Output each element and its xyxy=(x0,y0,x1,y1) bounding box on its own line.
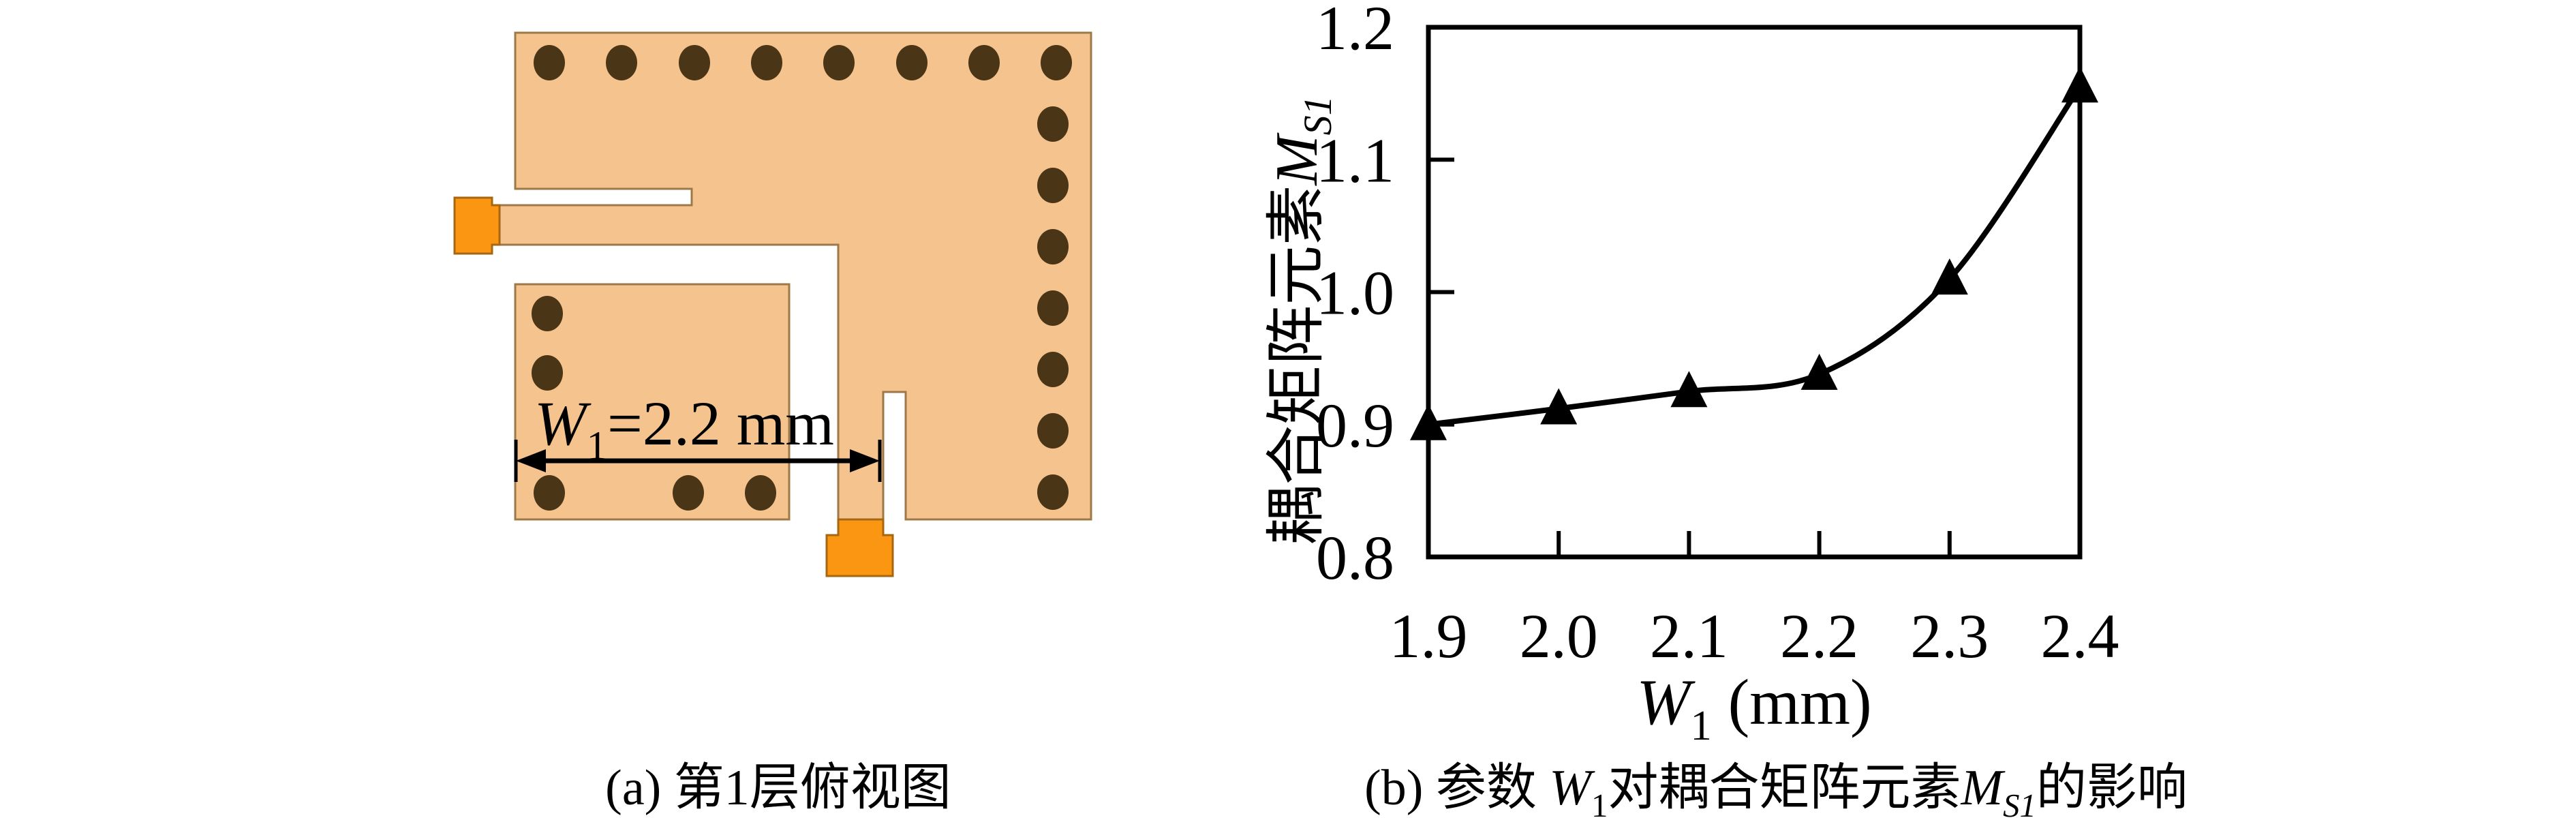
via-hole xyxy=(968,45,1000,80)
label-part: M xyxy=(1264,132,1330,187)
data-point-marker xyxy=(1670,371,1708,408)
dimension-label: W1=2.2 mm xyxy=(534,389,834,469)
via-hole xyxy=(1037,474,1069,510)
via-hole xyxy=(823,45,855,80)
via-holes-group xyxy=(532,45,1072,511)
via-hole xyxy=(606,45,637,80)
via-hole xyxy=(745,475,776,511)
via-hole xyxy=(1037,229,1069,264)
via-hole xyxy=(532,355,563,391)
x-tick-label: 1.9 xyxy=(1390,601,1468,671)
x-tick-label: 2.3 xyxy=(1910,601,1989,671)
via-hole xyxy=(1037,168,1069,203)
x-axis-label: W1 (mm) xyxy=(1636,666,1871,749)
via-hole xyxy=(1037,413,1069,449)
data-point-marker xyxy=(2061,66,2098,103)
y-tick-label: 1.0 xyxy=(1316,258,1394,328)
data-point-marker xyxy=(1931,258,1968,295)
via-hole xyxy=(532,296,563,331)
data-point-marker xyxy=(1800,353,1838,390)
via-hole xyxy=(673,475,704,511)
tick-labels-group: 1.9 2.0 2.1 2.2 2.3 2.4 0.8 0.9 1.0 1.1 1.2 xyxy=(1316,0,2119,671)
output-feed-pad xyxy=(825,518,894,577)
y-tick-label: 0.9 xyxy=(1316,391,1394,460)
data-line xyxy=(1428,85,2083,427)
input-feed-pad xyxy=(453,196,501,255)
label-part: W xyxy=(534,389,592,458)
via-hole xyxy=(534,475,565,511)
x-tick-label: 2.4 xyxy=(2041,601,2119,671)
label-part: =2.2 mm xyxy=(607,389,834,458)
panel-b: 1.9 2.0 2.1 2.2 2.3 2.40.80.91.01.11.2 W1 (mm… xyxy=(1264,0,2188,818)
via-hole xyxy=(1037,352,1069,387)
via-hole xyxy=(679,45,710,80)
y-tick-label: 1.2 xyxy=(1316,0,1394,63)
label-part: S1 xyxy=(1295,95,1340,135)
label-part: W xyxy=(1549,760,1595,816)
via-hole xyxy=(896,45,927,80)
label-part: S1 xyxy=(2003,787,2036,818)
x-tick-label: 2.2 xyxy=(1780,601,1858,671)
y-tick-label: 0.8 xyxy=(1316,523,1394,592)
via-hole xyxy=(1037,106,1069,142)
panel-a: W1=2.2 mm (a) 第1层俯视图 xyxy=(453,31,1092,816)
via-hole xyxy=(1037,290,1069,326)
label-part: 1 xyxy=(587,423,607,469)
dimension-annotation: W1=2.2 mm xyxy=(514,389,882,482)
plot-frame xyxy=(1426,25,2083,560)
via-hole xyxy=(1041,45,1072,80)
data-point-marker xyxy=(1540,388,1578,425)
via-hole xyxy=(534,45,565,80)
label-part: (b) 参数 xyxy=(1364,760,1549,816)
label-part: 的影响 xyxy=(2036,760,2188,816)
label-part: 1 xyxy=(1690,701,1711,749)
y-axis-label: 耦合矩阵元素MS1 xyxy=(1264,95,1340,545)
label-part: 对耦合矩阵元素 xyxy=(1608,760,1961,816)
label-part: M xyxy=(1960,760,2006,816)
label-part: 1 xyxy=(1591,787,1608,818)
label-part: 耦合矩阵元素 xyxy=(1264,185,1330,545)
caption-b: (b) 参数 W1对耦合矩阵元素MS1的影响 xyxy=(1364,760,2188,818)
dimension-arrowhead-left xyxy=(516,449,546,472)
caption-a: (a) 第1层俯视图 xyxy=(605,760,951,816)
label-part: W xyxy=(1636,666,1696,738)
y-tick-label: 1.1 xyxy=(1316,125,1394,195)
axis-ticks-group xyxy=(1430,157,1952,555)
label-part: (mm) xyxy=(1712,666,1872,738)
dimension-arrowhead-right xyxy=(850,449,880,472)
data-point-marker xyxy=(1410,404,1447,440)
data-markers-group xyxy=(1410,66,2098,440)
coupling-patch xyxy=(514,283,791,521)
x-tick-label: 2.1 xyxy=(1650,601,1728,671)
x-tick-label: 2.0 xyxy=(1520,601,1598,671)
via-hole xyxy=(751,45,782,80)
